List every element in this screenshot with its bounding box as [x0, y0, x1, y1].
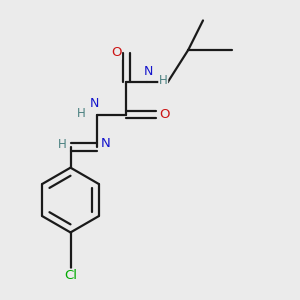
Text: N: N: [101, 137, 111, 150]
Text: O: O: [111, 46, 122, 59]
Text: O: O: [160, 108, 170, 121]
Text: N: N: [144, 65, 153, 78]
Text: H: H: [58, 138, 67, 151]
Text: H: H: [159, 74, 168, 87]
Text: H: H: [76, 107, 85, 120]
Text: N: N: [89, 97, 99, 110]
Text: Cl: Cl: [64, 269, 77, 282]
